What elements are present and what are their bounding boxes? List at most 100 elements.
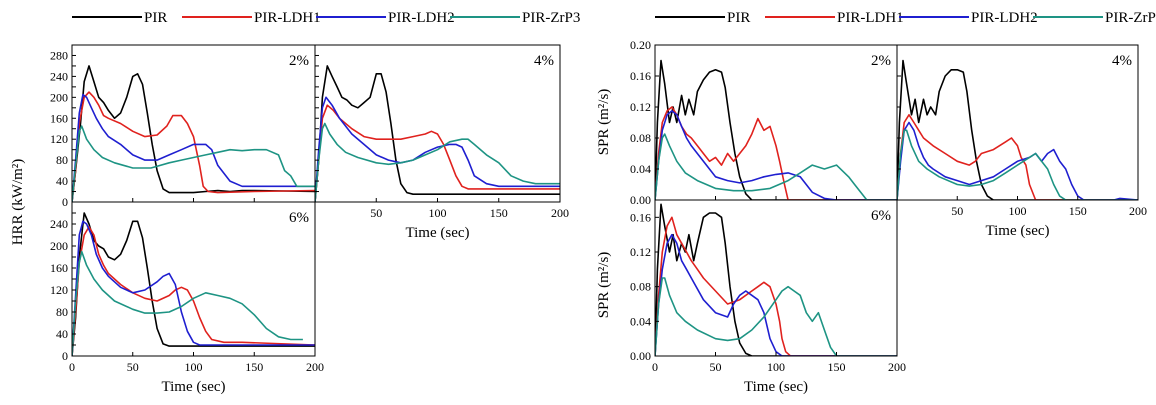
x-tick-label: 150	[245, 360, 263, 374]
series-line-hrr-2-3	[72, 125, 315, 202]
x-tick-label: 200	[306, 360, 324, 374]
x-tick-label: 100	[1009, 204, 1027, 218]
legend-left: PIR PIR-LDH1 PIR-LDH2 PIR-ZrP3	[72, 10, 580, 26]
y-tick-label: 240	[50, 217, 68, 231]
y-tick-label: 0	[62, 195, 68, 209]
legend-label-1: PIR-LDH1	[837, 10, 904, 26]
y-tick-label: 0.20	[630, 38, 651, 52]
panel-spr-6: 0.00 0.04 0.08 0.12 0.16 0 50 100 150 200 6% Time (…	[630, 199, 906, 395]
y-tick-label: 0.08	[630, 280, 651, 294]
x-axis-label: Time (sec)	[161, 379, 225, 395]
y-tick-label: 0.16	[630, 69, 651, 83]
x-tick-label: 50	[710, 360, 722, 374]
x-axis-label: Time (sec)	[744, 379, 808, 395]
panel-hrr-6: 0 40 80 120 160 200 240 0 50 100 150 200 6% Time (sec…	[50, 201, 324, 395]
x-tick-label: 200	[888, 360, 906, 374]
series-line-spr-6-0	[655, 203, 897, 356]
plot-frame	[71, 201, 316, 357]
x-axis-label: Time (sec)	[985, 223, 1049, 239]
x-tick-label: 150	[828, 360, 846, 374]
series-line-spr-6-1	[655, 216, 897, 356]
y-tick-label: 0.04	[630, 162, 651, 176]
x-axis-label: Time (sec)	[405, 225, 469, 241]
y-tick-label: 200	[50, 90, 68, 104]
y-axis-label-hrr: HRR (kW/m²)	[10, 159, 26, 246]
series-line-spr-2-1	[655, 106, 897, 200]
x-tick-label: 150	[1069, 204, 1087, 218]
series-line-hrr-6-0	[72, 212, 315, 356]
panel-spr-4: 50 100 150 200 4% Time (sec)	[896, 44, 1147, 239]
y-axis-label-spr-top: SPR (m²/s)	[596, 89, 612, 156]
plot-frame	[314, 44, 561, 203]
x-tick-label: 100	[185, 360, 203, 374]
y-tick-label: 0.16	[630, 210, 651, 224]
x-tick-label: 150	[490, 206, 508, 220]
legend-label-3: PIR-ZrP3	[1105, 10, 1156, 26]
y-tick-label: 40	[56, 327, 68, 341]
y-tick-label: 0.00	[630, 349, 651, 363]
legend-label-2: PIR-LDH2	[971, 10, 1038, 26]
y-tick-label: 160	[50, 111, 68, 125]
x-tick-label: 100	[767, 360, 785, 374]
series-line-spr-6-2	[655, 233, 897, 356]
plot-frame	[71, 44, 316, 203]
y-tick-label: 80	[56, 305, 68, 319]
legend-label-1: PIR-LDH1	[254, 10, 321, 26]
legend-label-0: PIR	[144, 10, 167, 26]
y-tick-label: 40	[56, 174, 68, 188]
y-axis-label-spr-bottom: SPR (m²/s)	[596, 252, 612, 319]
x-tick-label: 0	[652, 360, 658, 374]
legend-right: PIR PIR-LDH1 PIR-LDH2 PIR-ZrP3	[655, 10, 1156, 26]
y-tick-label: 0.04	[630, 314, 651, 328]
panel-spr-2: 0.00 0.04 0.08 0.12 0.16 0.20 2%	[630, 38, 898, 207]
series-line-hrr-2-0	[72, 65, 315, 202]
y-tick-label: 0.12	[630, 100, 651, 114]
panel-percent-label: 4%	[1112, 53, 1132, 69]
plot-frame	[896, 44, 1139, 201]
y-tick-label: 0.08	[630, 131, 651, 145]
legend-label-2: PIR-LDH2	[388, 10, 455, 26]
series-line-spr-4-3	[897, 129, 1138, 200]
series-line-hrr-6-2	[72, 220, 315, 356]
y-tick-label: 0.00	[630, 193, 651, 207]
x-tick-label: 0	[69, 360, 75, 374]
chart-panels: 0 40 80 120 160 200 240 280 2% 50 100 150 200 4% Time …	[10, 38, 1147, 395]
panel-percent-label: 6%	[289, 210, 309, 226]
series-line-hrr-4-1	[315, 104, 560, 202]
legend-label-0: PIR	[727, 10, 750, 26]
series-line-spr-2-0	[655, 59, 897, 200]
x-tick-label: 200	[1129, 204, 1147, 218]
x-tick-label: 50	[370, 206, 382, 220]
y-tick-label: 0.12	[630, 245, 651, 259]
y-tick-label: 120	[50, 132, 68, 146]
x-tick-label: 50	[127, 360, 139, 374]
y-tick-label: 240	[50, 69, 68, 83]
series-line-spr-2-3	[655, 133, 897, 200]
panel-percent-label: 2%	[871, 53, 891, 69]
y-tick-label: 280	[50, 48, 68, 62]
series-line-hrr-2-1	[72, 91, 315, 202]
panel-percent-label: 2%	[289, 53, 309, 69]
series-line-hrr-6-3	[72, 250, 303, 356]
y-tick-label: 200	[50, 239, 68, 253]
y-tick-label: 0	[62, 349, 68, 363]
y-tick-label: 80	[56, 153, 68, 167]
y-tick-label: 160	[50, 261, 68, 275]
series-line-spr-6-3	[655, 277, 897, 356]
series-line-spr-4-2	[897, 121, 1138, 200]
y-tick-label: 120	[50, 283, 68, 297]
x-tick-label: 200	[551, 206, 569, 220]
series-line-hrr-4-3	[315, 122, 560, 202]
series-line-hrr-4-0	[315, 65, 560, 202]
panel-hrr-4: 50 100 150 200 4% Time (sec)	[314, 44, 569, 241]
panel-percent-label: 6%	[871, 208, 891, 224]
series-line-hrr-2-2	[72, 93, 315, 202]
series-line-spr-2-2	[655, 110, 897, 200]
legend-label-3: PIR-ZrP3	[522, 10, 580, 26]
panel-hrr-2: 0 40 80 120 160 200 240 280 2%	[50, 44, 316, 209]
series-line-spr-4-0	[897, 59, 1138, 200]
x-tick-label: 100	[429, 206, 447, 220]
series-line-spr-4-1	[897, 114, 1138, 200]
panel-percent-label: 4%	[534, 53, 554, 69]
